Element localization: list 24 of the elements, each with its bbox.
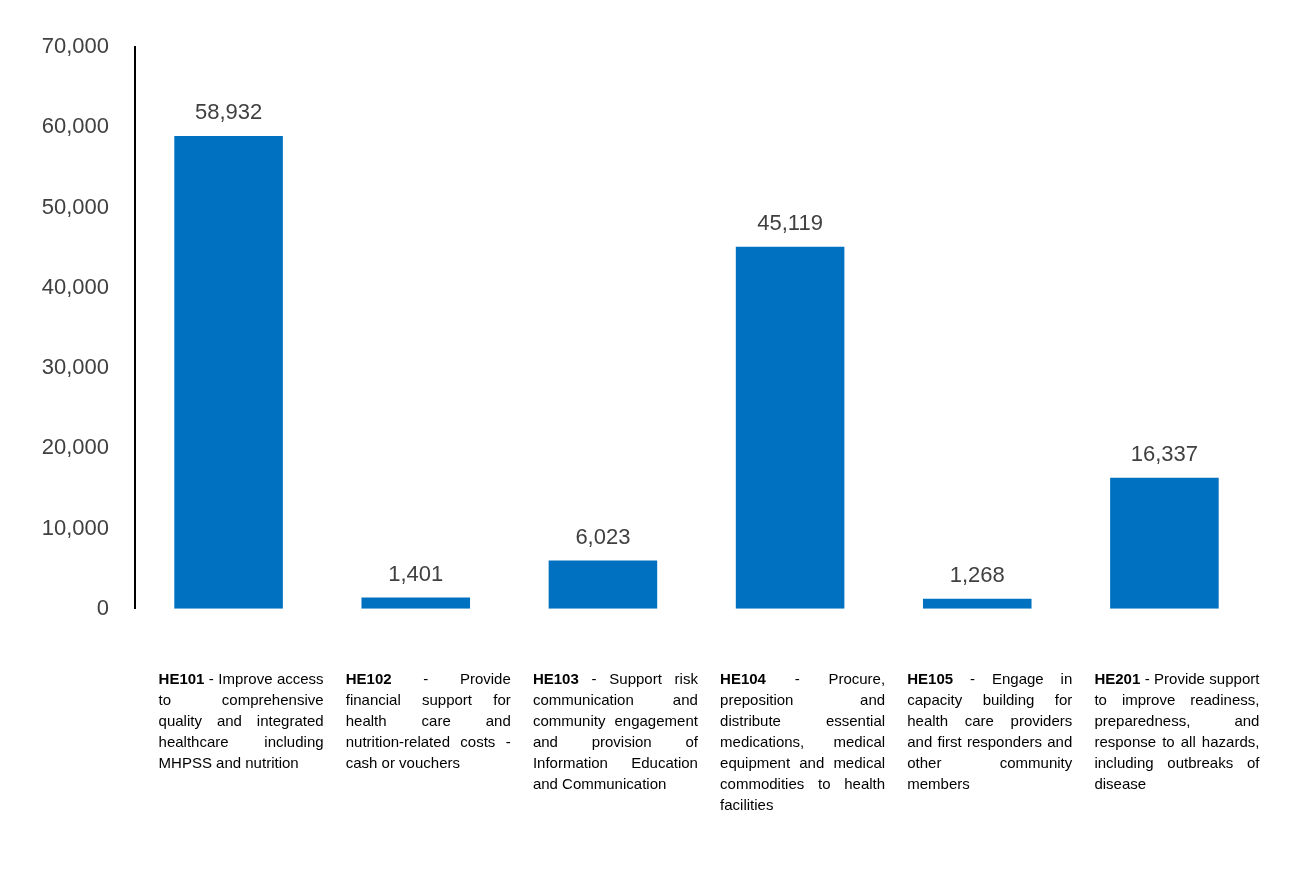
data-label: 1,268 [949, 561, 1005, 587]
y-tick-label: 50,000 [41, 193, 109, 219]
data-label: 1,401 [388, 560, 444, 586]
data-label: 6,023 [575, 523, 631, 549]
x-tick-label: HE101 - Improve access to comprehensive quality and integrated healthcare including MHPSS and nutrition [158, 669, 324, 773]
category-label: HE104 - Procure, preposition and distribute essential medications, medical equipment and medical commodities to health facilities [720, 670, 886, 813]
data-label: 45,119 [757, 209, 823, 235]
bar [174, 136, 283, 609]
data-label: 58,932 [194, 99, 263, 125]
y-tick-label: 70,000 [41, 33, 109, 59]
x-tick-label: HE105 - Engage in capacity building for health care providers and first responders and other community members [907, 669, 1073, 794]
y-tick-label: 30,000 [41, 354, 109, 380]
y-tick-label: 0 [96, 594, 109, 620]
y-tick-label: 40,000 [41, 273, 109, 299]
x-tick-label: HE201 - Provide support to improve readiness, preparedness, and response to all hazards, including outbreaks of disease [1094, 669, 1260, 794]
y-tick-label: 60,000 [41, 113, 109, 139]
category-label: HE102 - Provide financial support for health care and nutrition-related costs - cash or vouchers [345, 670, 511, 771]
data-label: 16,337 [1130, 440, 1199, 466]
x-tick-label: HE103 - Support risk communication and community engagement and provision of Information Education and Communication [532, 669, 698, 794]
bar [1110, 477, 1219, 609]
bar [735, 246, 845, 609]
bar [548, 560, 658, 609]
y-tick-label: 10,000 [41, 514, 109, 540]
y-tick-label: 20,000 [41, 434, 109, 460]
